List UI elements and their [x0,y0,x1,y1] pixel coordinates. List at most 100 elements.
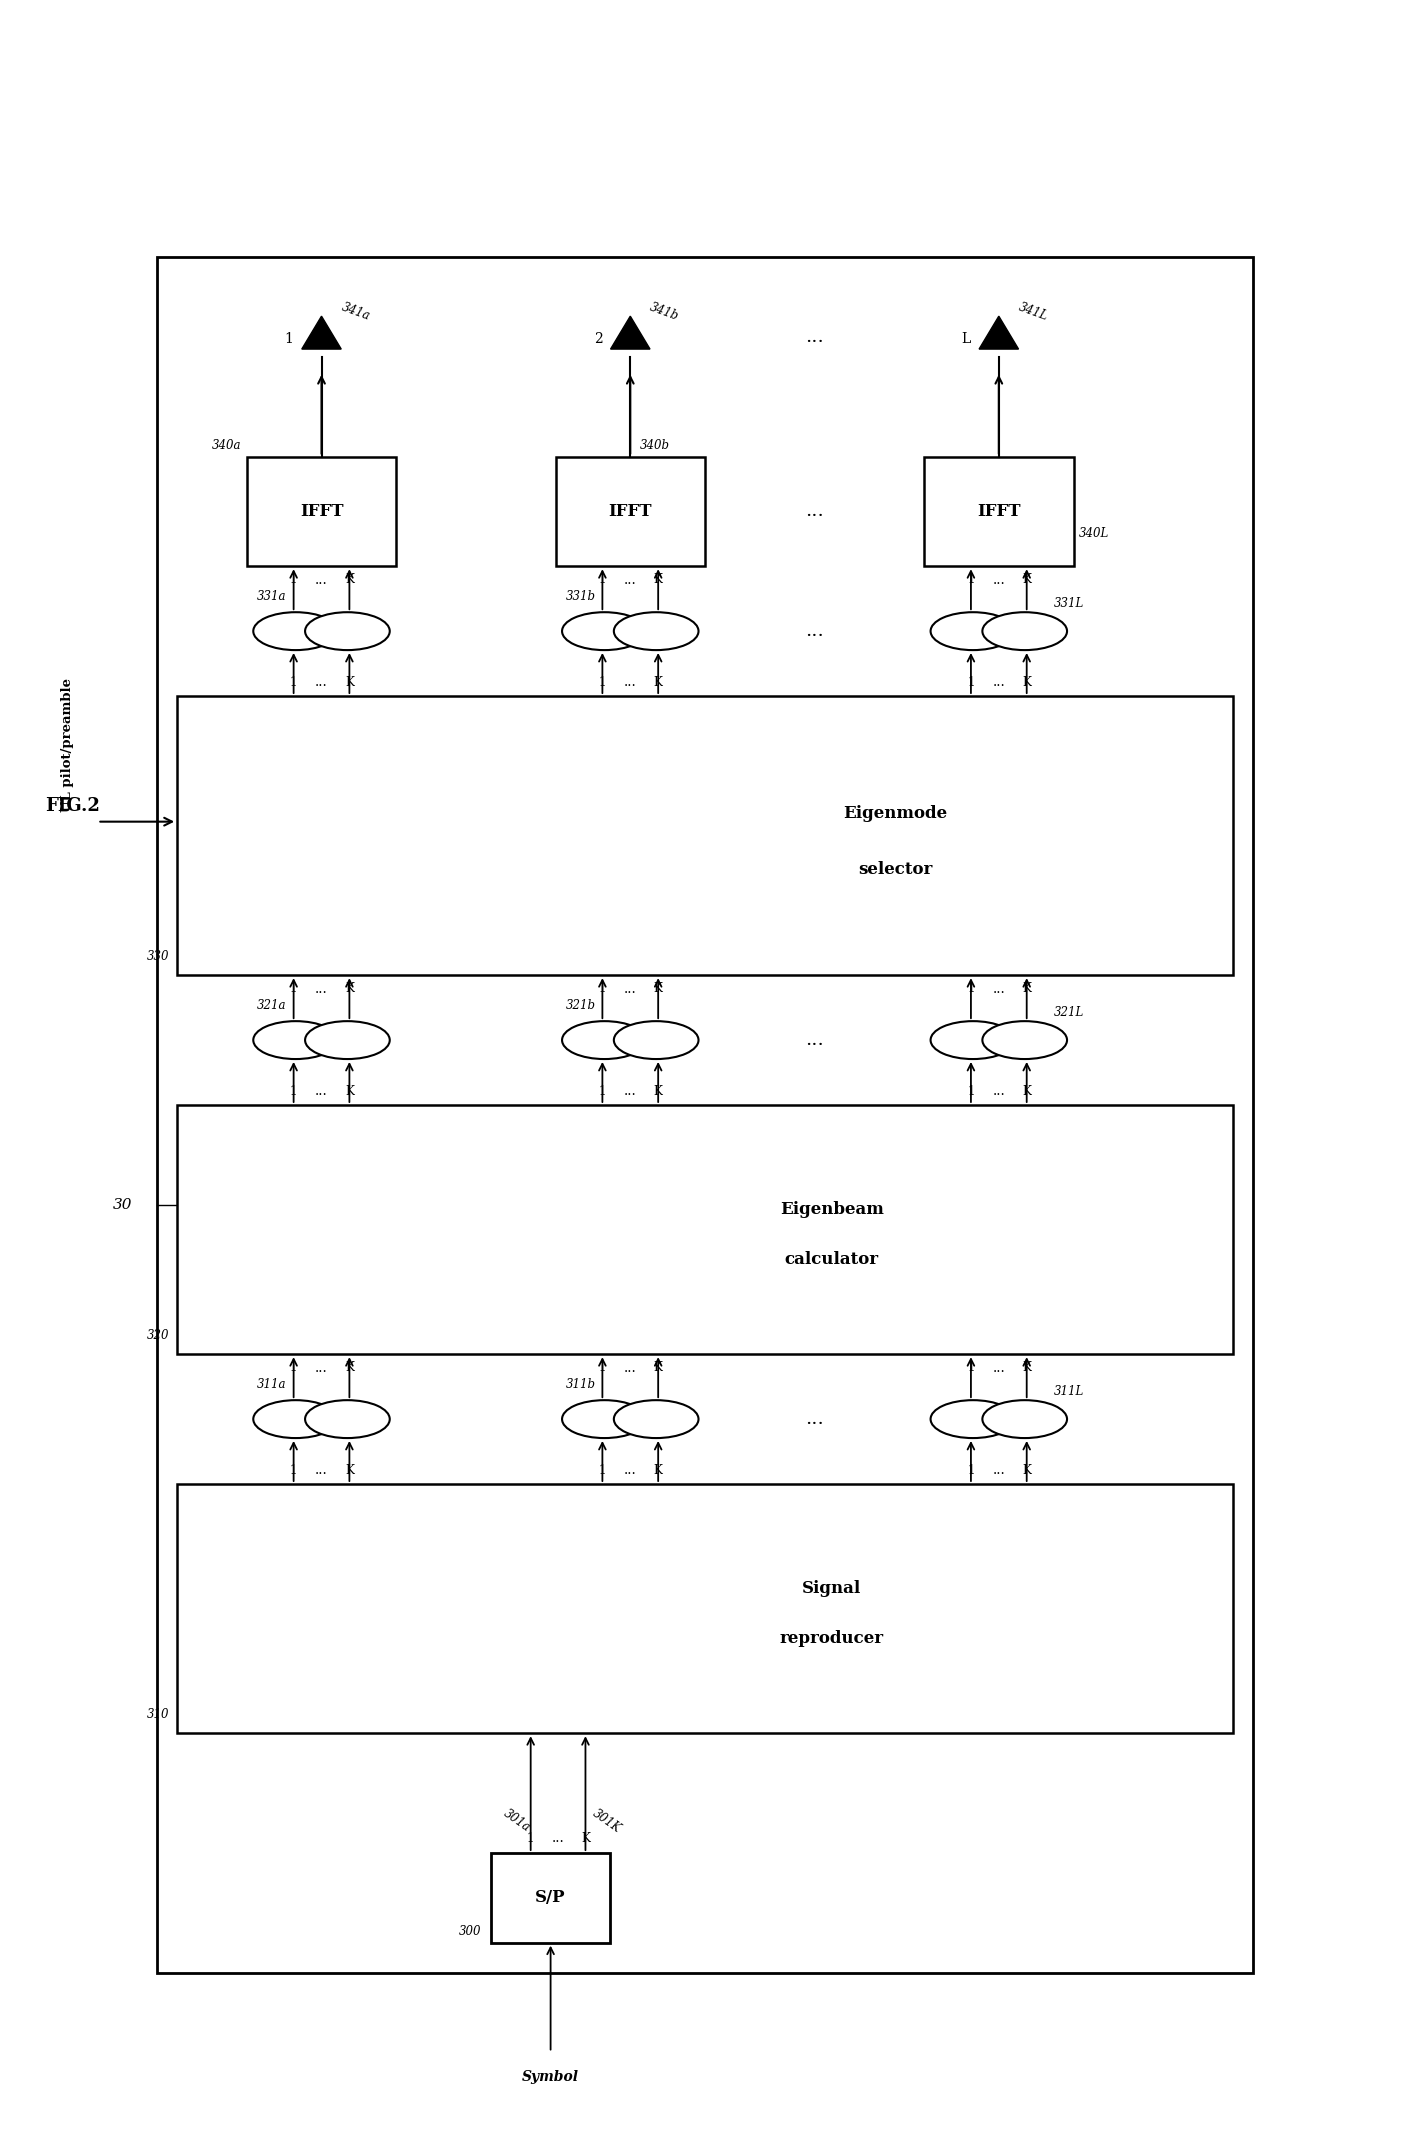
Text: K: K [653,1362,663,1375]
Text: 30: 30 [112,1198,132,1211]
Text: 301a: 301a [501,1808,533,1834]
Text: K: K [345,1084,353,1097]
Text: ...: ... [993,1084,1005,1097]
Ellipse shape [931,612,1015,651]
Text: 340L: 340L [1078,528,1109,541]
Ellipse shape [614,612,698,651]
Ellipse shape [254,612,338,651]
Text: 341b: 341b [648,302,681,323]
Text: selector: selector [858,860,932,877]
Text: 1: 1 [967,1362,974,1375]
Text: ...: ... [315,675,328,690]
Text: 1: 1 [290,573,297,586]
Ellipse shape [306,612,390,651]
Text: 1: 1 [290,1362,297,1375]
Text: K: K [1022,573,1030,586]
Ellipse shape [254,1021,338,1058]
Text: K: K [345,573,353,586]
Text: ...: ... [805,1030,824,1049]
Text: 321b: 321b [565,998,596,1011]
Ellipse shape [614,1401,698,1437]
Text: K: K [1022,677,1030,690]
Text: K: K [1022,1463,1030,1476]
Ellipse shape [983,1401,1067,1437]
Text: ...: ... [624,675,637,690]
Text: 331b: 331b [565,590,596,603]
Text: 341L: 341L [1016,302,1050,323]
Text: 1: 1 [290,677,297,690]
Bar [177,696,1232,976]
Text: ...: ... [315,1362,328,1375]
Ellipse shape [254,1401,338,1437]
Text: ...: ... [624,983,637,996]
Polygon shape [610,317,651,349]
Text: ...: ... [993,1463,1005,1476]
Text: 331L: 331L [1053,597,1084,610]
Text: ...: ... [993,573,1005,588]
Text: IFFT: IFFT [977,502,1021,519]
Text: 1: 1 [967,1084,974,1097]
Ellipse shape [983,612,1067,651]
Text: K: K [653,573,663,586]
Text: 1: 1 [599,1463,606,1476]
Text: ...: ... [805,1409,824,1429]
Text: K: K [345,983,353,996]
Text: Eigenbeam: Eigenbeam [780,1200,883,1218]
Text: 321a: 321a [257,998,286,1011]
Text: ...: ... [552,1832,565,1845]
Text: ...: ... [993,675,1005,690]
Text: K: K [653,677,663,690]
Polygon shape [979,317,1018,349]
Text: K: K [653,1463,663,1476]
Text: K: K [1022,1362,1030,1375]
Text: ...: ... [315,983,328,996]
Text: 310: 310 [147,1709,170,1722]
Text: IFFT: IFFT [300,502,343,519]
Text: 331a: 331a [257,590,286,603]
Text: 340a: 340a [212,440,241,453]
Bar [247,457,397,567]
Ellipse shape [562,612,646,651]
Text: ...: ... [624,1362,637,1375]
Text: 301K: 301K [590,1806,624,1836]
Bar [555,457,705,567]
Text: reproducer: reproducer [780,1629,883,1646]
Text: K: K [653,1084,663,1097]
Bar [924,457,1074,567]
Text: ...: ... [624,573,637,588]
Text: ...: ... [624,1463,637,1476]
Text: ...: ... [993,1362,1005,1375]
Ellipse shape [931,1021,1015,1058]
Text: 1: 1 [290,1463,297,1476]
Ellipse shape [983,1021,1067,1058]
Text: FIG.2: FIG.2 [45,797,100,815]
Text: ...: ... [805,328,824,347]
Text: 1: 1 [527,1832,534,1845]
Text: 1: 1 [599,677,606,690]
Text: 320: 320 [147,1330,170,1343]
Text: ...: ... [624,1084,637,1097]
Text: ...: ... [805,623,824,640]
Text: 311L: 311L [1053,1386,1084,1399]
Text: ...: ... [805,502,824,522]
Text: 1: 1 [599,573,606,586]
Text: L: L [962,332,972,347]
Text: 1: 1 [285,332,293,347]
Text: Signal: Signal [802,1580,861,1597]
Text: 2: 2 [593,332,603,347]
Text: UL pilot/preamble: UL pilot/preamble [62,677,74,812]
Ellipse shape [931,1401,1015,1437]
Bar [157,256,1253,1972]
Text: 1: 1 [290,1084,297,1097]
Text: 300: 300 [458,1924,481,1937]
Text: 1: 1 [599,1084,606,1097]
Text: Eigenmode: Eigenmode [843,804,948,821]
Polygon shape [301,317,341,349]
Text: IFFT: IFFT [608,502,652,519]
Text: 1: 1 [967,573,974,586]
Text: ...: ... [315,1463,328,1476]
Text: 1: 1 [599,1362,606,1375]
Text: 1: 1 [599,983,606,996]
Text: K: K [345,1362,353,1375]
Text: K: K [1022,1084,1030,1097]
